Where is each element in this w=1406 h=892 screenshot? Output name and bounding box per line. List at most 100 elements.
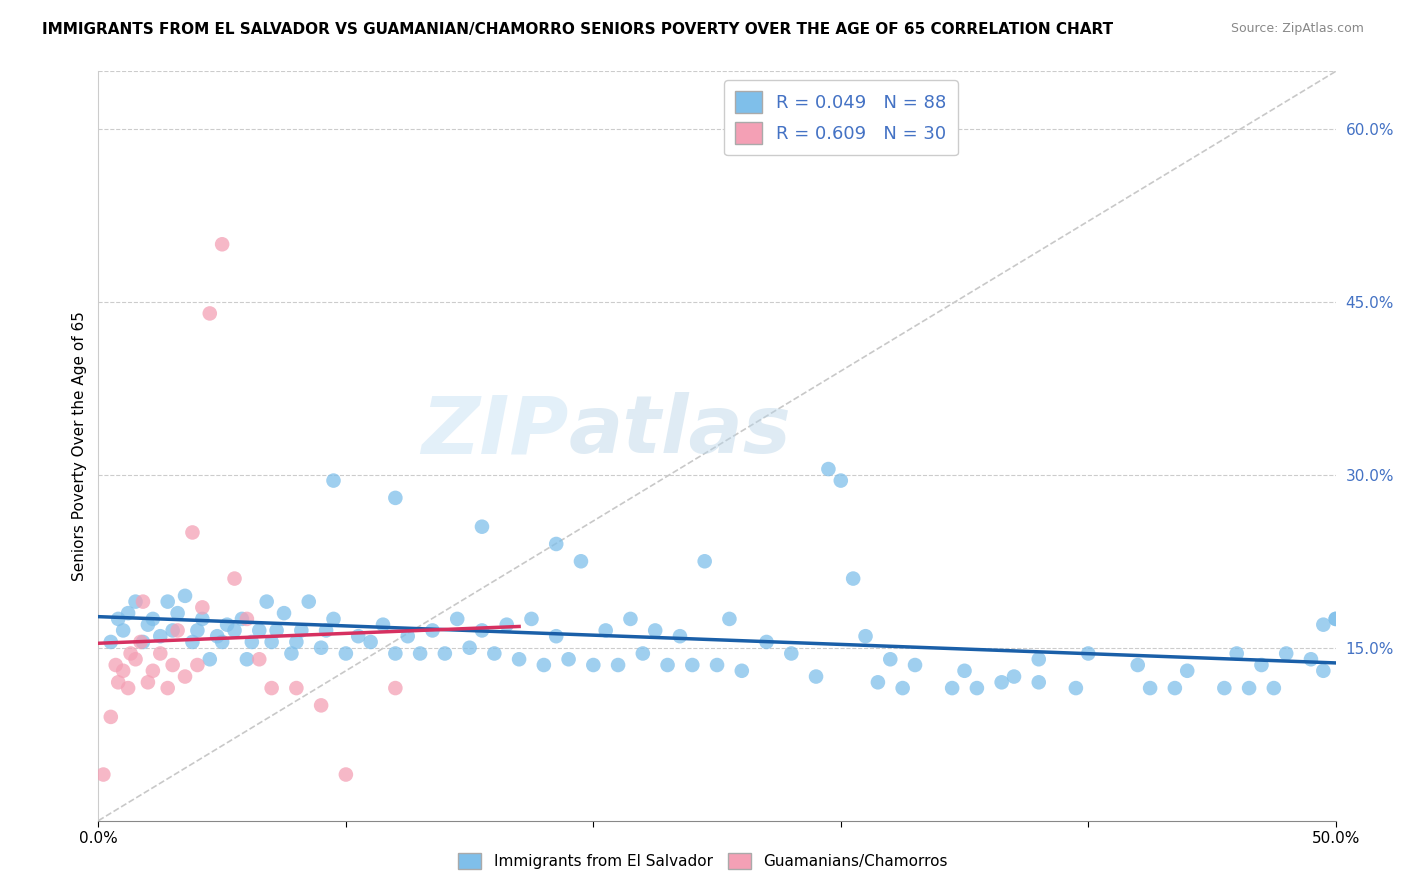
Point [1002, 669, 1025, 683]
Text: IMMIGRANTS FROM EL SALVADOR VS GUAMANIAN/CHAMORRO SENIORS POVERTY OVER THE AGE O: IMMIGRANTS FROM EL SALVADOR VS GUAMANIAN… [42, 22, 1114, 37]
Point [953, 664, 976, 678]
Point [260, 635, 283, 649]
Point [495, 617, 517, 632]
Legend: R = 0.049   N = 88, R = 0.609   N = 30: R = 0.049 N = 88, R = 0.609 N = 30 [724, 80, 957, 155]
Point [236, 652, 259, 666]
Point [706, 658, 728, 673]
Point [186, 624, 208, 638]
Point [471, 624, 494, 638]
Point [569, 554, 592, 568]
Point [1175, 664, 1198, 678]
Point [124, 594, 146, 608]
Point [657, 658, 679, 673]
Point [693, 554, 716, 568]
Point [142, 664, 165, 678]
Point [186, 658, 208, 673]
Point [1263, 681, 1285, 695]
Point [100, 710, 122, 724]
Point [285, 635, 308, 649]
Point [1299, 652, 1322, 666]
Point [132, 594, 155, 608]
Point [191, 600, 214, 615]
Point [471, 519, 494, 533]
Point [280, 647, 302, 661]
Point [842, 572, 865, 586]
Point [607, 658, 630, 673]
Point [104, 658, 127, 673]
Point [1275, 647, 1298, 661]
Point [240, 635, 263, 649]
Point [132, 635, 155, 649]
Point [166, 606, 188, 620]
Point [546, 537, 568, 551]
Point [1139, 681, 1161, 695]
Point [231, 612, 253, 626]
Point [1028, 652, 1050, 666]
Point [290, 624, 312, 638]
Point [384, 681, 406, 695]
Point [273, 606, 295, 620]
Point [384, 491, 406, 505]
Point [1077, 647, 1099, 661]
Point [315, 624, 337, 638]
Point [879, 652, 901, 666]
Point [211, 635, 233, 649]
Point [669, 629, 692, 643]
Point [247, 624, 270, 638]
Point [174, 589, 197, 603]
Point [181, 525, 204, 540]
Point [117, 606, 139, 620]
Point [396, 629, 419, 643]
Point [93, 767, 115, 781]
Point [1237, 681, 1260, 695]
Point [174, 669, 197, 683]
Point [1226, 647, 1249, 661]
Point [557, 652, 579, 666]
Point [335, 767, 357, 781]
Point [990, 675, 1012, 690]
Point [309, 640, 332, 655]
Point [1164, 681, 1187, 695]
Point [266, 624, 288, 638]
Text: Source: ZipAtlas.com: Source: ZipAtlas.com [1230, 22, 1364, 36]
Point [256, 594, 278, 608]
Point [804, 669, 827, 683]
Point [1324, 612, 1347, 626]
Point [149, 647, 172, 661]
Point [224, 572, 246, 586]
Point [1126, 658, 1149, 673]
Point [941, 681, 963, 695]
Point [156, 594, 179, 608]
Point [409, 647, 432, 661]
Text: ZIP: ZIP [422, 392, 568, 470]
Point [780, 647, 803, 661]
Point [298, 594, 321, 608]
Point [112, 624, 135, 638]
Point [156, 681, 179, 695]
Point [136, 675, 159, 690]
Point [285, 681, 308, 695]
Point [322, 474, 344, 488]
Point [149, 629, 172, 643]
Point [120, 647, 142, 661]
Point [117, 681, 139, 695]
Point [181, 635, 204, 649]
Point [211, 237, 233, 252]
Point [205, 629, 228, 643]
Point [191, 612, 214, 626]
Point [162, 658, 184, 673]
Point [718, 612, 741, 626]
Point [322, 612, 344, 626]
Point [1028, 675, 1050, 690]
Point [247, 652, 270, 666]
Point [546, 629, 568, 643]
Point [166, 624, 188, 638]
Point [631, 647, 654, 661]
Y-axis label: Seniors Poverty Over the Age of 65: Seniors Poverty Over the Age of 65 [72, 311, 87, 581]
Point [446, 612, 468, 626]
Point [755, 635, 778, 649]
Point [107, 612, 129, 626]
Point [422, 624, 444, 638]
Point [966, 681, 988, 695]
Point [458, 640, 481, 655]
